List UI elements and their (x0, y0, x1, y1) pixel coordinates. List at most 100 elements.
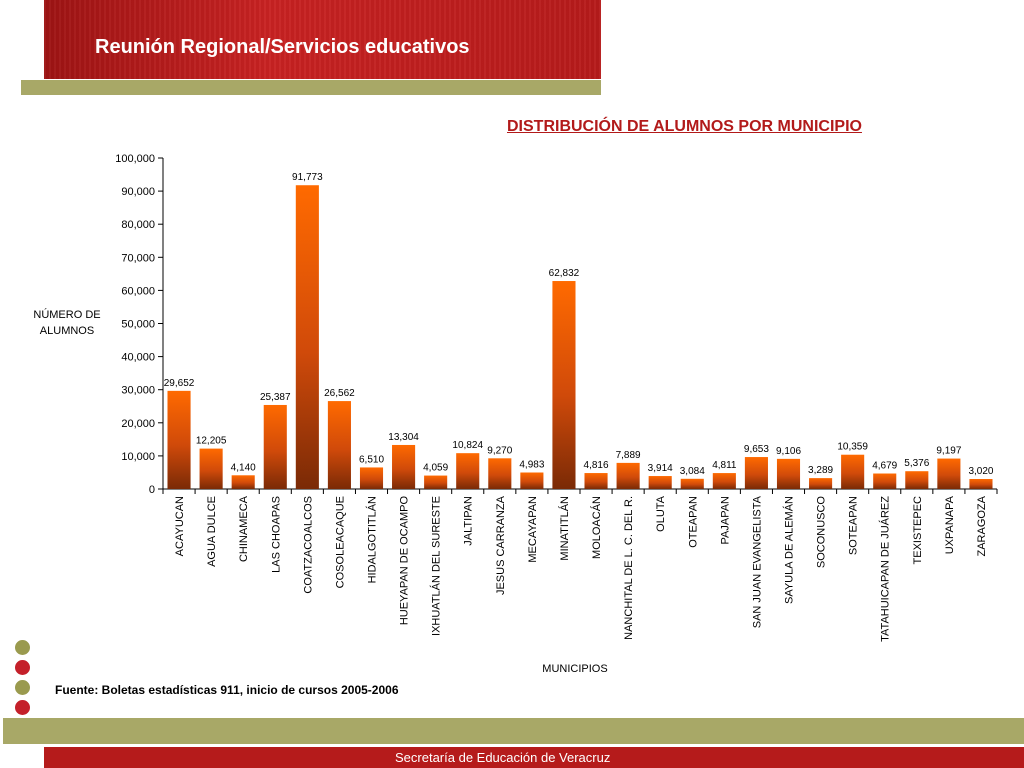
x-tick-label: MINATITLÁN (558, 496, 571, 561)
x-tick-label: SAYULA DE ALEMÁN (783, 496, 796, 604)
x-tick-label: JESUS CARRANZA (495, 495, 507, 595)
footer-accent-strip (3, 718, 1024, 744)
x-tick-label: UXPANAPA (944, 495, 956, 554)
x-tick-label: COATZACOALCOS (302, 496, 314, 594)
x-tick-label: TATAHUICAPAN DE JUÁREZ (879, 496, 892, 642)
bar (744, 457, 768, 489)
bar (584, 473, 608, 489)
y-tick-label: 70,000 (121, 252, 155, 264)
data-label: 26,562 (324, 388, 355, 399)
bar (776, 458, 801, 489)
bar (809, 478, 833, 489)
data-label: 62,832 (549, 268, 580, 279)
bar (937, 458, 961, 489)
x-tick-label: TEXISTEPEC (912, 496, 924, 565)
y-tick-label: 20,000 (121, 418, 155, 430)
y-tick-label: 50,000 (121, 319, 155, 331)
footer-banner (44, 747, 1024, 768)
x-tick-label: HUEYAPAN DE OCAMPO (399, 496, 411, 626)
data-label: 10,359 (837, 442, 868, 453)
bar (456, 453, 480, 489)
x-tick-label: MOLOACÁN (590, 496, 603, 559)
data-label: 25,387 (260, 392, 291, 403)
y-tick-label: 0 (149, 484, 155, 496)
data-label: 91,773 (292, 172, 323, 183)
x-tick-label: CHINAMECA (238, 495, 250, 562)
bar (424, 475, 448, 489)
data-label: 6,510 (359, 454, 384, 465)
data-label: 4,983 (519, 460, 544, 471)
x-axis-title: MUNICIPIOS (542, 663, 607, 675)
bar-chart: 0 10,000 20,000 30,000 40,000 50,000 60,000 70,… (33, 153, 998, 675)
page-title: Reunión Regional/Servicios educativos (95, 36, 470, 58)
bar (167, 390, 191, 489)
bar (841, 454, 865, 489)
bar (295, 185, 319, 489)
bar (488, 458, 512, 489)
data-label: 4,679 (872, 461, 897, 472)
decorative-dots (15, 640, 30, 720)
x-tick-label: MECAYAPAN (527, 496, 539, 563)
y-tick-label: 30,000 (121, 385, 155, 397)
bar (327, 401, 351, 489)
data-label: 4,816 (584, 460, 609, 471)
x-tick-label: ZARAGOZA (976, 495, 988, 556)
source-note: Fuente: Boletas estadísticas 911, inicio… (55, 683, 399, 697)
x-tick-label: LAS CHOAPAS (270, 496, 282, 573)
data-label: 13,304 (388, 432, 419, 443)
data-label: 3,084 (680, 466, 705, 477)
data-label: 9,197 (936, 446, 961, 457)
bar (552, 281, 576, 489)
olive-dot-icon (15, 640, 30, 655)
bar (680, 478, 704, 489)
x-tick-label: OLUTA (655, 495, 667, 532)
data-label: 9,653 (744, 444, 769, 455)
data-label: 12,205 (196, 436, 227, 447)
bar (873, 473, 897, 489)
data-label: 9,106 (776, 446, 801, 457)
y-tick-label: 40,000 (121, 352, 155, 364)
data-label: 3,289 (808, 465, 833, 476)
x-tick-label: HIDALGOTITLÁN (366, 496, 379, 583)
x-tick-label: NANCHITAL DE L. C. DEL R. (623, 496, 635, 640)
header-banner (44, 0, 601, 79)
y-axis-title: ALUMNOS (40, 325, 94, 337)
olive-dot-icon (15, 680, 30, 695)
y-tick-label: 90,000 (121, 186, 155, 198)
x-tick-label: SOTEAPAN (848, 496, 860, 555)
y-tick-label: 80,000 (121, 219, 155, 231)
data-label: 9,270 (487, 445, 512, 456)
data-label: 3,914 (648, 463, 673, 474)
bar (905, 471, 929, 489)
data-label: 4,140 (231, 462, 256, 473)
data-label: 5,376 (904, 458, 929, 469)
data-label: 29,652 (164, 378, 195, 389)
y-tick-label: 60,000 (121, 285, 155, 297)
bar (616, 462, 640, 489)
red-dot-icon (15, 660, 30, 675)
bar (648, 476, 672, 489)
bar (969, 479, 993, 489)
header-accent-strip (21, 80, 601, 95)
data-label: 7,889 (616, 450, 641, 461)
bar (392, 444, 416, 489)
red-dot-icon (15, 700, 30, 715)
data-label: 4,059 (423, 463, 448, 474)
x-tick-label: OTEAPAN (687, 496, 699, 548)
x-tick-label: JALTIPAN (463, 496, 475, 546)
data-label: 4,811 (712, 460, 737, 471)
y-tick-label: 100,000 (115, 153, 155, 165)
footer-text: Secretaría de Educación de Veracruz (395, 750, 611, 765)
bar (199, 448, 223, 489)
x-tick-label: PAJAPAN (719, 496, 731, 545)
y-tick-label: 10,000 (121, 451, 155, 463)
x-tick-label: ACAYUCAN (174, 496, 186, 556)
bar (231, 475, 255, 489)
x-tick-label: SOCONUSCO (816, 496, 828, 569)
x-tick-label: SAN JUAN EVANGELISTA (751, 495, 763, 628)
y-axis-title: NÚMERO DE (33, 308, 100, 321)
bar (712, 473, 736, 489)
data-label: 3,020 (968, 466, 993, 477)
x-tick-label: IXHUATLÁN DEL SURESTE (430, 496, 443, 636)
chart-title: DISTRIBUCIÓN DE ALUMNOS POR MUNICIPIO (507, 118, 862, 135)
